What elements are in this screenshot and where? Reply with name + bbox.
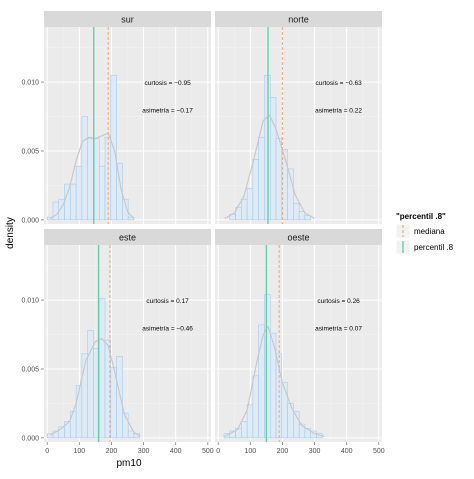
strip-norte bbox=[215, 11, 382, 27]
x-tick-label: 300 bbox=[138, 448, 150, 455]
histogram-bar bbox=[127, 216, 135, 221]
x-tick-label: 100 bbox=[73, 448, 85, 455]
histogram-bar bbox=[122, 412, 129, 439]
density-curve bbox=[224, 325, 325, 438]
density-curve bbox=[224, 114, 315, 220]
histogram-bar bbox=[116, 163, 123, 221]
strip-label-norte: norte bbox=[288, 15, 309, 25]
y-tick-label: 0.010 bbox=[21, 298, 39, 305]
histogram-bar bbox=[252, 159, 259, 221]
x-tick-label: 500 bbox=[373, 448, 385, 455]
density-curve bbox=[50, 132, 135, 220]
strip-label-este: este bbox=[119, 233, 136, 243]
x-tick-label: 400 bbox=[170, 448, 182, 455]
asimetria-annotation: asimetría = −0.17 bbox=[142, 107, 193, 114]
y-tick-label: 0.000 bbox=[21, 435, 39, 442]
x-tick-label: 400 bbox=[341, 448, 353, 455]
panel-norte: norte curtosis = −0.63 asimetría = 0.22 bbox=[215, 11, 382, 224]
asimetria-annotation: asimetría = 0.22 bbox=[315, 107, 362, 114]
histogram-bar bbox=[122, 198, 129, 221]
strip-label-sur: sur bbox=[121, 15, 134, 25]
histogram-bar bbox=[75, 385, 83, 439]
histogram-bar bbox=[304, 215, 311, 221]
histogram-bar bbox=[264, 294, 271, 439]
curtosis-annotation: curtosis = −0.95 bbox=[144, 80, 191, 87]
panel-oeste: oeste curtosis = 0.26 asimetría = 0.07 0 100… bbox=[215, 229, 385, 455]
histogram-bar bbox=[287, 168, 294, 221]
histogram-bar bbox=[293, 203, 300, 221]
histogram-bar bbox=[241, 198, 248, 221]
histogram-bar bbox=[281, 382, 288, 439]
legend-label: mediana bbox=[414, 227, 445, 236]
strip-label-oeste: oeste bbox=[287, 233, 309, 243]
histogram-bar bbox=[98, 298, 106, 439]
histogram-bar bbox=[116, 356, 123, 439]
histogram-bar bbox=[81, 116, 88, 221]
legend-title: "percentil .8" bbox=[396, 212, 446, 221]
legend-label: percentil .8 bbox=[414, 243, 454, 252]
histogram-bar bbox=[70, 183, 77, 221]
histogram-bar bbox=[258, 136, 265, 221]
x-tick-label: 500 bbox=[202, 448, 214, 455]
histogram-bar bbox=[275, 138, 283, 221]
y-tick-label: 0.000 bbox=[21, 217, 39, 224]
y-tick-label: 0.005 bbox=[21, 366, 39, 373]
x-tick-label: 300 bbox=[309, 448, 321, 455]
y-axis-title: density bbox=[5, 217, 16, 249]
curtosis-annotation: curtosis = −0.63 bbox=[315, 80, 362, 87]
x-tick-label: 200 bbox=[277, 448, 289, 455]
curtosis-annotation: curtosis = 0.26 bbox=[317, 298, 360, 305]
histogram-bar bbox=[269, 97, 277, 221]
y-tick-label: 0.005 bbox=[21, 148, 39, 155]
histogram-bar bbox=[87, 138, 94, 221]
histogram-bar bbox=[98, 165, 106, 221]
strip-oeste bbox=[215, 229, 382, 245]
y-tick-label: 0.010 bbox=[21, 80, 39, 87]
histogram-bar bbox=[75, 165, 83, 221]
x-tick-label: 0 bbox=[45, 448, 49, 455]
histogram-bar bbox=[246, 404, 254, 439]
histogram-bar bbox=[246, 187, 254, 221]
strip-sur bbox=[44, 11, 211, 27]
x-tick-label: 100 bbox=[244, 448, 256, 455]
x-tick-label: 200 bbox=[106, 448, 118, 455]
panel-este: este curtosis = 0.17 asimetría = −0.46 0.00… bbox=[21, 229, 214, 455]
curtosis-annotation: curtosis = 0.17 bbox=[146, 298, 189, 305]
asimetria-annotation: asimetría = 0.07 bbox=[315, 325, 362, 332]
histogram-bar bbox=[64, 183, 71, 221]
x-tick-label: 0 bbox=[216, 448, 220, 455]
x-axis-title: pm10 bbox=[116, 458, 141, 469]
histogram-bar bbox=[241, 421, 248, 439]
strip-este bbox=[44, 229, 211, 245]
histogram-bar bbox=[52, 201, 60, 221]
asimetria-annotation: asimetría = −0.46 bbox=[142, 325, 193, 332]
histogram-bar bbox=[298, 211, 306, 221]
legend: "percentil .8" mediana percentil .8 bbox=[395, 212, 454, 255]
panel-sur: sur curtosis = −0.95 asimetría = −0.17 0.00… bbox=[21, 11, 211, 224]
histogram-bar bbox=[252, 375, 259, 439]
